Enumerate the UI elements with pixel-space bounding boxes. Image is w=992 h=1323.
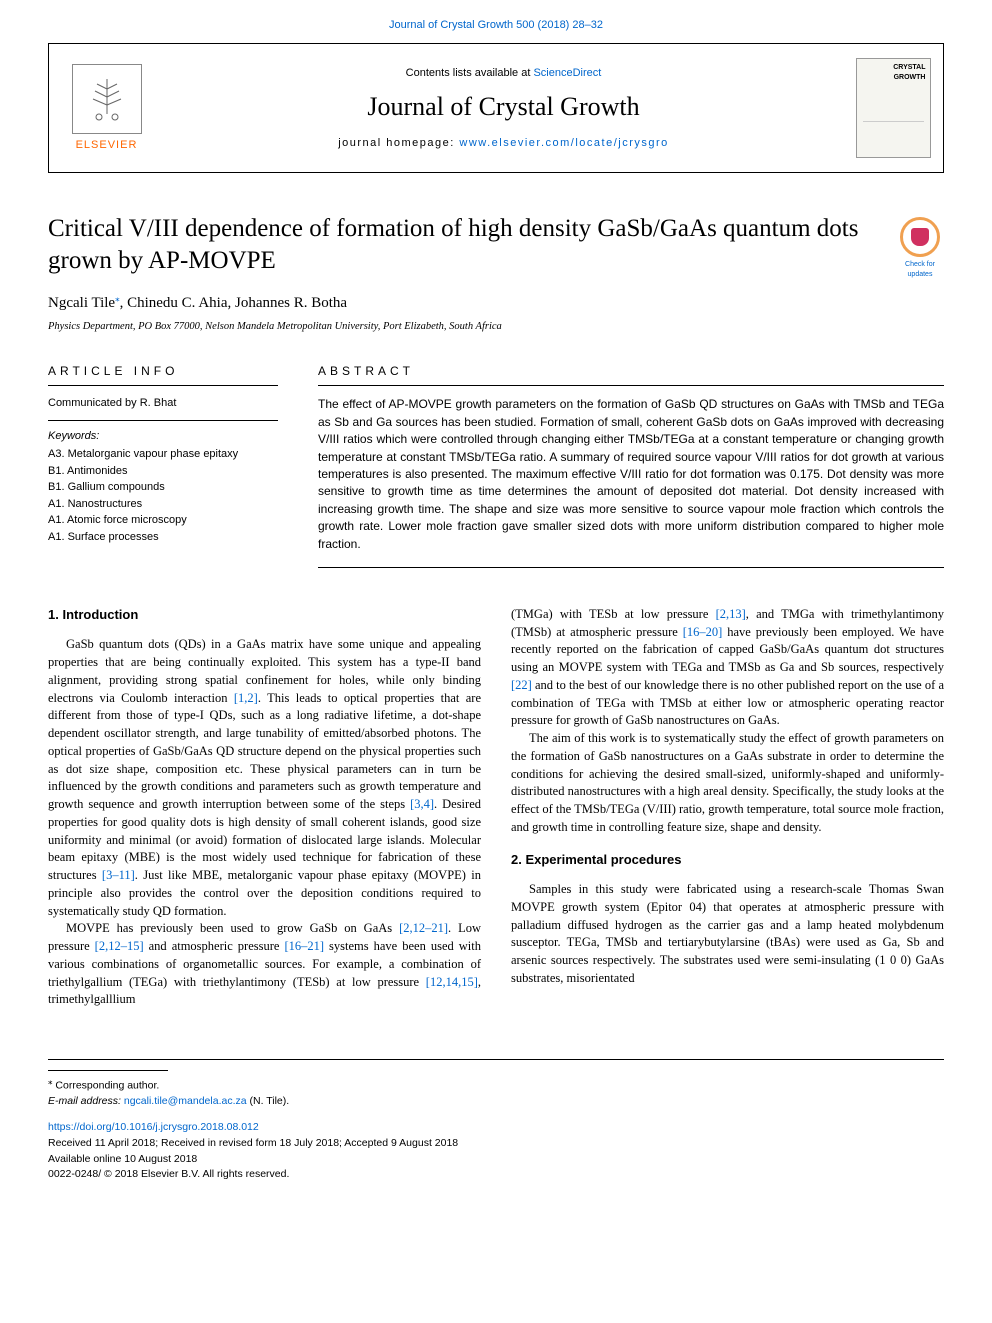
check-updates-badge[interactable]: Check for updates	[896, 217, 944, 280]
text-run: (TMGa) with TESb at low pressure	[511, 607, 716, 621]
cover-title: CRYSTAL GROWTH	[861, 63, 926, 83]
journal-name: Journal of Crystal Growth	[367, 89, 639, 125]
paragraph: (TMGa) with TESb at low pressure [2,13],…	[511, 606, 944, 730]
available-online: Available online 10 August 2018	[48, 1152, 944, 1168]
paragraph: MOVPE has previously been used to grow G…	[48, 920, 481, 1009]
keywords-label: Keywords:	[48, 429, 278, 444]
contents-line: Contents lists available at ScienceDirec…	[406, 66, 602, 81]
ref-link[interactable]: [2,13]	[716, 607, 746, 621]
ref-link[interactable]: [3–11]	[102, 868, 135, 882]
updates-text1: Check for	[896, 260, 944, 270]
keyword: B1. Gallium compounds	[48, 479, 278, 496]
authors-rest: , Chinedu C. Ahia, Johannes R. Botha	[120, 295, 348, 311]
authors: Ngcali Tile⁎, Chinedu C. Ahia, Johannes …	[48, 292, 944, 314]
article-info-label: ARTICLE INFO	[48, 363, 278, 387]
abstract-label: ABSTRACT	[318, 363, 944, 387]
elsevier-tree-icon	[72, 64, 142, 134]
paragraph: The aim of this work is to systematicall…	[511, 730, 944, 837]
text-run: and to the best of our knowledge there i…	[511, 678, 944, 728]
keyword: A1. Nanostructures	[48, 496, 278, 513]
running-head-link[interactable]: Journal of Crystal Growth 500 (2018) 28–…	[389, 19, 603, 31]
email-link[interactable]: ngcali.tile@mandela.ac.za	[124, 1095, 247, 1107]
section-1-heading: 1. Introduction	[48, 606, 481, 624]
article-info-column: ARTICLE INFO Communicated by R. Bhat Key…	[48, 363, 278, 568]
abstract-text: The effect of AP-MOVPE growth parameters…	[318, 396, 944, 568]
affiliation: Physics Department, PO Box 77000, Nelson…	[48, 320, 944, 335]
keywords-list: A3. Metalorganic vapour phase epitaxy B1…	[48, 446, 278, 545]
updates-text2: updates	[896, 270, 944, 280]
email-label: E-mail address:	[48, 1095, 124, 1107]
ref-link[interactable]: [1,2]	[234, 691, 258, 705]
email-line: E-mail address: ngcali.tile@mandela.ac.z…	[48, 1094, 944, 1110]
sciencedirect-link[interactable]: ScienceDirect	[533, 67, 601, 79]
header-center: Contents lists available at ScienceDirec…	[164, 44, 843, 172]
received-dates: Received 11 April 2018; Received in revi…	[48, 1136, 944, 1152]
ref-link[interactable]: [16–21]	[284, 939, 324, 953]
body-column-left: 1. Introduction GaSb quantum dots (QDs) …	[48, 606, 481, 1009]
communicated-by: Communicated by R. Bhat	[48, 396, 278, 420]
text-run: . This leads to optical properties that …	[48, 691, 481, 812]
author-1: Ngcali Tile	[48, 295, 115, 311]
contents-prefix: Contents lists available at	[406, 67, 534, 79]
homepage-prefix: journal homepage:	[338, 137, 459, 149]
homepage-line: journal homepage: www.elsevier.com/locat…	[338, 136, 669, 151]
running-head: Journal of Crystal Growth 500 (2018) 28–…	[0, 0, 992, 43]
ref-link[interactable]: [16–20]	[683, 625, 723, 639]
ref-link[interactable]: [2,12–21]	[399, 921, 448, 935]
ref-link[interactable]: [12,14,15]	[426, 975, 478, 989]
corr-label: Corresponding author.	[53, 1080, 160, 1092]
corresponding-author: ⁎ Corresponding author.	[48, 1075, 944, 1094]
email-suffix: (N. Tile).	[247, 1095, 290, 1107]
journal-header: ELSEVIER Contents lists available at Sci…	[48, 43, 944, 173]
homepage-link[interactable]: www.elsevier.com/locate/jcrysgro	[459, 137, 668, 149]
footer: ⁎ Corresponding author. E-mail address: …	[48, 1059, 944, 1183]
body-column-right: (TMGa) with TESb at low pressure [2,13],…	[511, 606, 944, 1009]
abstract-column: ABSTRACT The effect of AP-MOVPE growth p…	[318, 363, 944, 568]
article-title: Critical V/III dependence of formation o…	[48, 213, 876, 276]
text-run: MOVPE has previously been used to grow G…	[66, 921, 399, 935]
text-run: and atmospheric pressure	[144, 939, 285, 953]
paragraph: Samples in this study were fabricated us…	[511, 881, 944, 988]
ref-link[interactable]: [3,4]	[410, 797, 434, 811]
ref-link[interactable]: [2,12–15]	[95, 939, 144, 953]
section-2-heading: 2. Experimental procedures	[511, 851, 944, 869]
keyword: B1. Antimonides	[48, 463, 278, 480]
publisher-cell: ELSEVIER	[49, 44, 164, 172]
keyword: A1. Atomic force microscopy	[48, 512, 278, 529]
cover-cell: CRYSTAL GROWTH	[843, 44, 943, 172]
keyword: A1. Surface processes	[48, 529, 278, 546]
keyword: A3. Metalorganic vapour phase epitaxy	[48, 446, 278, 463]
updates-circle-icon	[900, 217, 940, 257]
publisher-label: ELSEVIER	[76, 138, 138, 153]
paragraph: GaSb quantum dots (QDs) in a GaAs matrix…	[48, 636, 481, 920]
copyright-line: 0022-0248/ © 2018 Elsevier B.V. All righ…	[48, 1167, 944, 1183]
ref-link[interactable]: [22]	[511, 678, 532, 692]
doi-link[interactable]: https://doi.org/10.1016/j.jcrysgro.2018.…	[48, 1121, 259, 1133]
journal-cover-thumb: CRYSTAL GROWTH	[856, 58, 931, 158]
